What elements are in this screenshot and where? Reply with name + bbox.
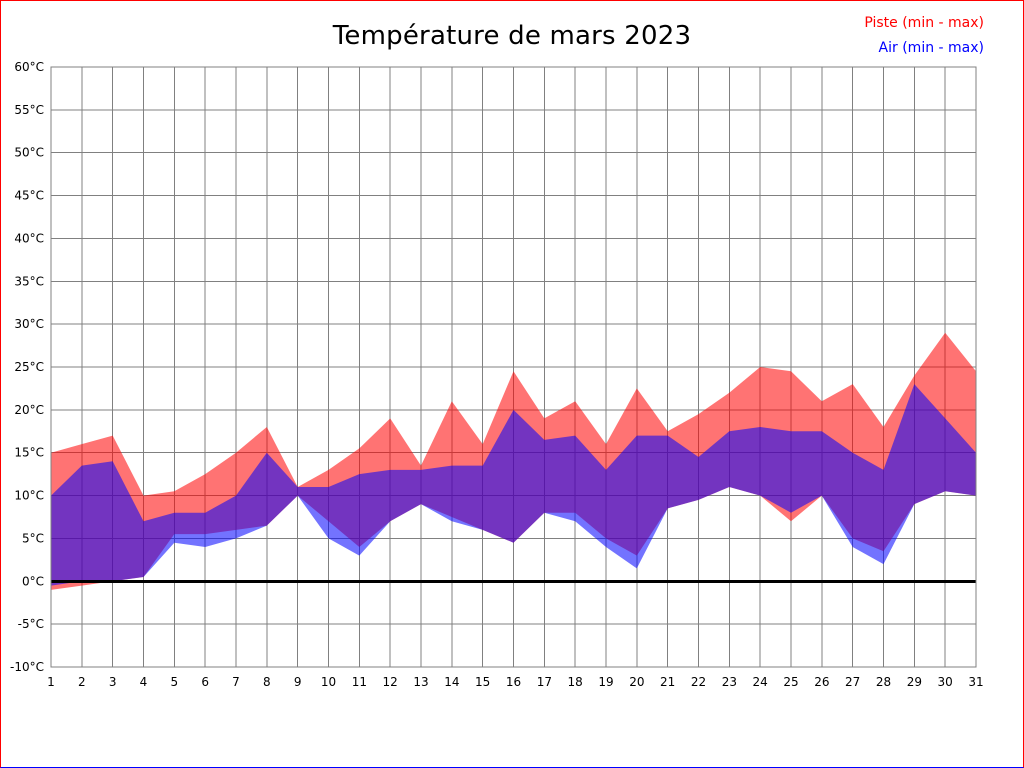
x-tick-label: 20: [629, 675, 644, 689]
x-tick-label: 1: [47, 675, 55, 689]
x-tick-label: 21: [660, 675, 675, 689]
x-tick-label: 31: [968, 675, 983, 689]
x-tick-label: 19: [598, 675, 613, 689]
y-tick-label: 15°C: [14, 446, 44, 460]
y-tick-label: 45°C: [14, 189, 44, 203]
x-tick-label: 8: [263, 675, 271, 689]
x-tick-label: 26: [814, 675, 829, 689]
x-tick-label: 9: [294, 675, 302, 689]
x-tick-label: 23: [722, 675, 737, 689]
y-tick-label: 40°C: [14, 231, 44, 245]
plot-border: [50, 66, 977, 668]
x-tick-label: 4: [140, 675, 148, 689]
x-tick-label: 10: [321, 675, 336, 689]
y-tick-label: -5°C: [18, 617, 44, 631]
x-tick-label: 3: [109, 675, 117, 689]
x-axis-labels: 1 2 3 4 5 6 7 8 9 10 11 12 13 14 15 16 17 18 19 20 21 22 23 24 2…: [47, 675, 983, 689]
x-tick-label: 29: [907, 675, 922, 689]
y-tick-label: 5°C: [22, 531, 44, 545]
y-tick-label: 35°C: [14, 274, 44, 288]
x-tick-label: 22: [691, 675, 706, 689]
y-tick-label: 10°C: [14, 489, 44, 503]
x-tick-label: 14: [444, 675, 459, 689]
x-tick-label: 18: [568, 675, 583, 689]
x-tick-label: 27: [845, 675, 860, 689]
grid: [50, 66, 977, 668]
x-tick-label: 2: [78, 675, 86, 689]
x-tick-label: 15: [475, 675, 490, 689]
air-band: [51, 384, 976, 586]
x-tick-label: 11: [352, 675, 367, 689]
x-tick-label: 6: [201, 675, 209, 689]
y-tick-label: 25°C: [14, 360, 44, 374]
x-tick-label: 24: [753, 675, 768, 689]
legend: Piste (min - max) Air (min - max): [864, 11, 984, 61]
y-tick-label: -10°C: [10, 660, 44, 674]
x-tick-label: 5: [171, 675, 179, 689]
x-tick-label: 25: [783, 675, 798, 689]
x-tick-label: 7: [232, 675, 240, 689]
x-tick-label: 30: [938, 675, 953, 689]
x-tick-label: 12: [383, 675, 398, 689]
x-tick-label: 13: [413, 675, 428, 689]
y-tick-label: 30°C: [14, 317, 44, 331]
y-tick-label: 55°C: [14, 103, 44, 117]
x-tick-label: 28: [876, 675, 891, 689]
y-tick-label: 60°C: [14, 60, 44, 74]
legend-air: Air (min - max): [878, 40, 984, 56]
x-tick-label: 17: [537, 675, 552, 689]
y-tick-label: 0°C: [22, 574, 44, 588]
chart-title: Température de mars 2023: [332, 21, 692, 51]
legend-piste: Piste (min - max): [864, 15, 984, 31]
y-axis-labels: 60°C 55°C 50°C 45°C 40°C 35°C 30°C 25°C 20°C 15°C…: [10, 60, 44, 674]
y-tick-label: 20°C: [14, 403, 44, 417]
x-tick-label: 16: [506, 675, 521, 689]
y-tick-label: 50°C: [14, 146, 44, 160]
